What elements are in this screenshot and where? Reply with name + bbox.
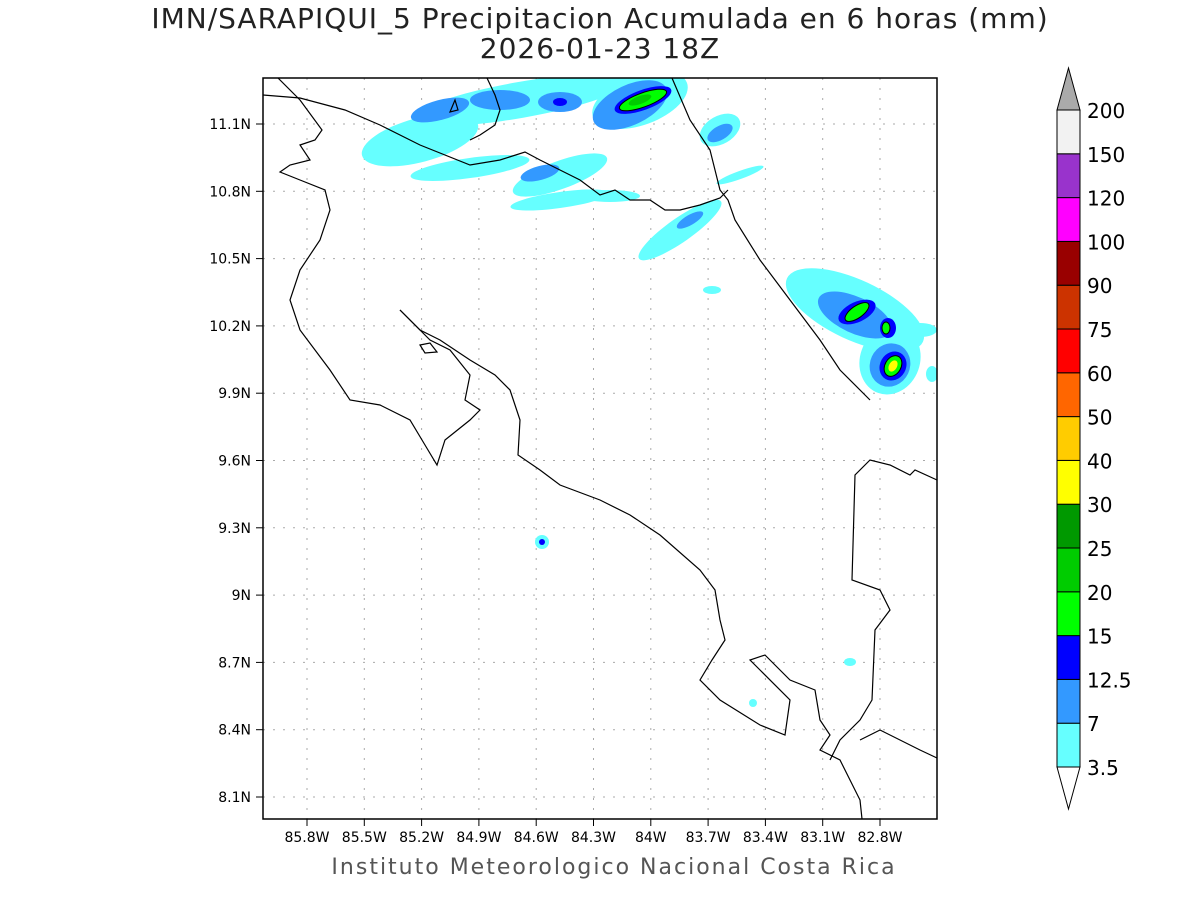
lat-label: 9N bbox=[232, 588, 251, 604]
lat-label: 9.9N bbox=[218, 386, 251, 402]
map-subtitle: 2026-01-23 18Z bbox=[479, 32, 721, 65]
lat-label: 8.4N bbox=[218, 723, 251, 739]
lat-label: 8.7N bbox=[218, 655, 251, 671]
longitude-labels: 85.8W 85.5W 85.2W 84.9W 84.6W 84.3W 84W 83.7W 83… bbox=[284, 819, 903, 846]
colorbar-label: 75 bbox=[1087, 318, 1112, 342]
colorbar-swatch bbox=[1056, 503, 1081, 549]
colorbar-swatch bbox=[1056, 635, 1081, 680]
colorbar-swatch bbox=[1056, 284, 1081, 330]
lon-label: 84W bbox=[635, 830, 667, 846]
colorbar-swatch bbox=[1056, 722, 1081, 768]
lon-label: 84.3W bbox=[571, 830, 616, 846]
colorbar-label: 12.5 bbox=[1087, 668, 1132, 692]
colorbar-swatch bbox=[1056, 416, 1081, 461]
lon-label: 84.6W bbox=[514, 830, 559, 846]
lon-label: 85.2W bbox=[399, 830, 444, 846]
lat-label: 8.1N bbox=[218, 790, 251, 806]
colorbar-label: 40 bbox=[1087, 449, 1112, 473]
lon-label: 85.5W bbox=[342, 830, 387, 846]
colorbar-swatch bbox=[1056, 459, 1081, 505]
colorbar-swatch bbox=[1056, 197, 1081, 242]
colorbar-label: 3.5 bbox=[1087, 756, 1119, 780]
colorbar-label: 60 bbox=[1087, 362, 1112, 386]
plot-frame bbox=[262, 77, 938, 820]
colorbar-swatch bbox=[1056, 591, 1081, 637]
colorbar-label: 50 bbox=[1087, 406, 1112, 430]
colorbar-label: 100 bbox=[1087, 230, 1125, 254]
lat-label: 10.8N bbox=[209, 184, 251, 200]
lat-label: 10.5N bbox=[209, 252, 251, 268]
colorbar-label: 90 bbox=[1087, 274, 1112, 298]
colorbar-swatch bbox=[1056, 153, 1081, 199]
colorbar-label: 200 bbox=[1087, 99, 1125, 123]
colorbar-swatch bbox=[1056, 547, 1081, 593]
colorbar-swatch bbox=[1056, 328, 1081, 374]
colorbar-label: 7 bbox=[1087, 712, 1100, 736]
colorbar-label: 25 bbox=[1087, 537, 1112, 561]
lon-label: 84.9W bbox=[456, 830, 501, 846]
lat-label: 10.2N bbox=[209, 319, 251, 335]
colorbar-over-triangle bbox=[1056, 66, 1081, 111]
colorbar-swatch bbox=[1056, 372, 1081, 418]
coastlines-borders bbox=[263, 78, 937, 819]
lon-label: 82.8W bbox=[857, 830, 902, 846]
lon-label: 83.7W bbox=[686, 830, 731, 846]
colorbar-label: 120 bbox=[1087, 187, 1125, 211]
graticule bbox=[263, 78, 937, 819]
colorbar-swatch bbox=[1056, 678, 1081, 724]
map-title: IMN/SARAPIQUI_5 Precipitacion Acumulada … bbox=[151, 2, 1049, 35]
lon-label: 83.1W bbox=[800, 830, 845, 846]
precipitation-field bbox=[361, 78, 937, 707]
colorbar-label: 15 bbox=[1087, 625, 1112, 649]
colorbar-under-triangle bbox=[1056, 766, 1081, 811]
colorbar-swatch bbox=[1056, 240, 1081, 286]
lat-label: 9.3N bbox=[218, 521, 251, 537]
lon-label: 83.4W bbox=[743, 830, 788, 846]
lon-label: 85.8W bbox=[284, 830, 329, 846]
lat-label: 9.6N bbox=[218, 454, 251, 470]
colorbar: 3.5 7 12.5 15 20 25 30 40 50 60 75 90 100 120 150 200 bbox=[1056, 66, 1132, 811]
colorbar-label: 20 bbox=[1087, 581, 1112, 605]
colorbar-label: 30 bbox=[1087, 493, 1112, 517]
latitude-labels: 11.1N 10.8N 10.5N 10.2N 9.9N 9.6N 9.3N 9N 8.7N 8.… bbox=[209, 117, 263, 806]
lat-label: 11.1N bbox=[209, 117, 251, 133]
colorbar-swatch bbox=[1056, 109, 1081, 155]
colorbar-label: 150 bbox=[1087, 143, 1125, 167]
credit-text: Instituto Meteorologico Nacional Costa R… bbox=[331, 855, 897, 880]
